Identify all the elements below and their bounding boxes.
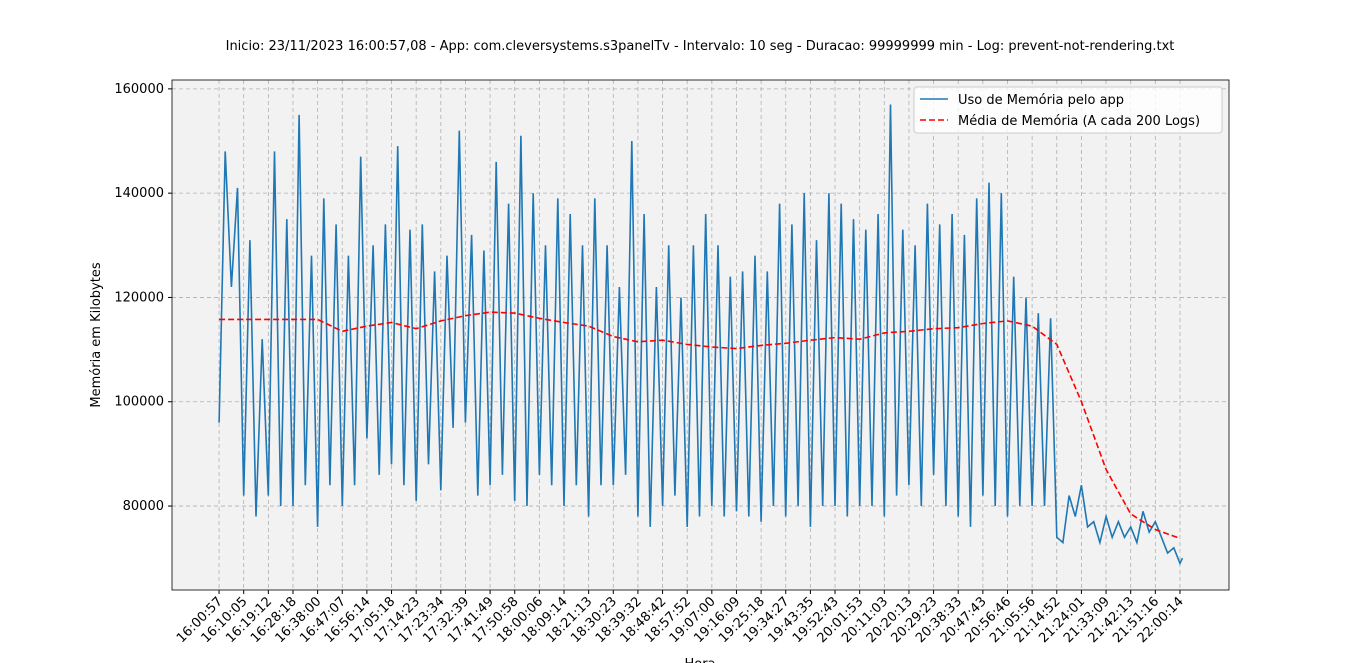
- chart-title: Inicio: 23/11/2023 16:00:57,08 - App: co…: [226, 39, 1175, 54]
- y-tick-label: 140000: [114, 186, 164, 201]
- legend-box: [913, 86, 1223, 134]
- data-line: [219, 311, 1181, 540]
- legend-label: Uso de Memória pelo app: [958, 93, 1124, 108]
- plot-frame: [171, 79, 1230, 591]
- y-tick-label: 120000: [114, 290, 164, 305]
- legend-label: Média de Memória (A cada 200 Logs): [958, 114, 1200, 129]
- lines: [218, 104, 1184, 566]
- grid: [172, 80, 1229, 590]
- y-tick-label: 80000: [123, 499, 164, 514]
- plot-area: [172, 80, 1229, 590]
- x-axis-label: Hora: [684, 657, 715, 663]
- legend: Uso de Memória pelo app Média de Memória …: [913, 86, 1223, 134]
- y-tick-label: 100000: [114, 395, 164, 410]
- y-axis-label: Memória em Kilobytes: [89, 262, 104, 407]
- y-tick-label: 160000: [114, 82, 164, 97]
- data-line: [218, 104, 1184, 566]
